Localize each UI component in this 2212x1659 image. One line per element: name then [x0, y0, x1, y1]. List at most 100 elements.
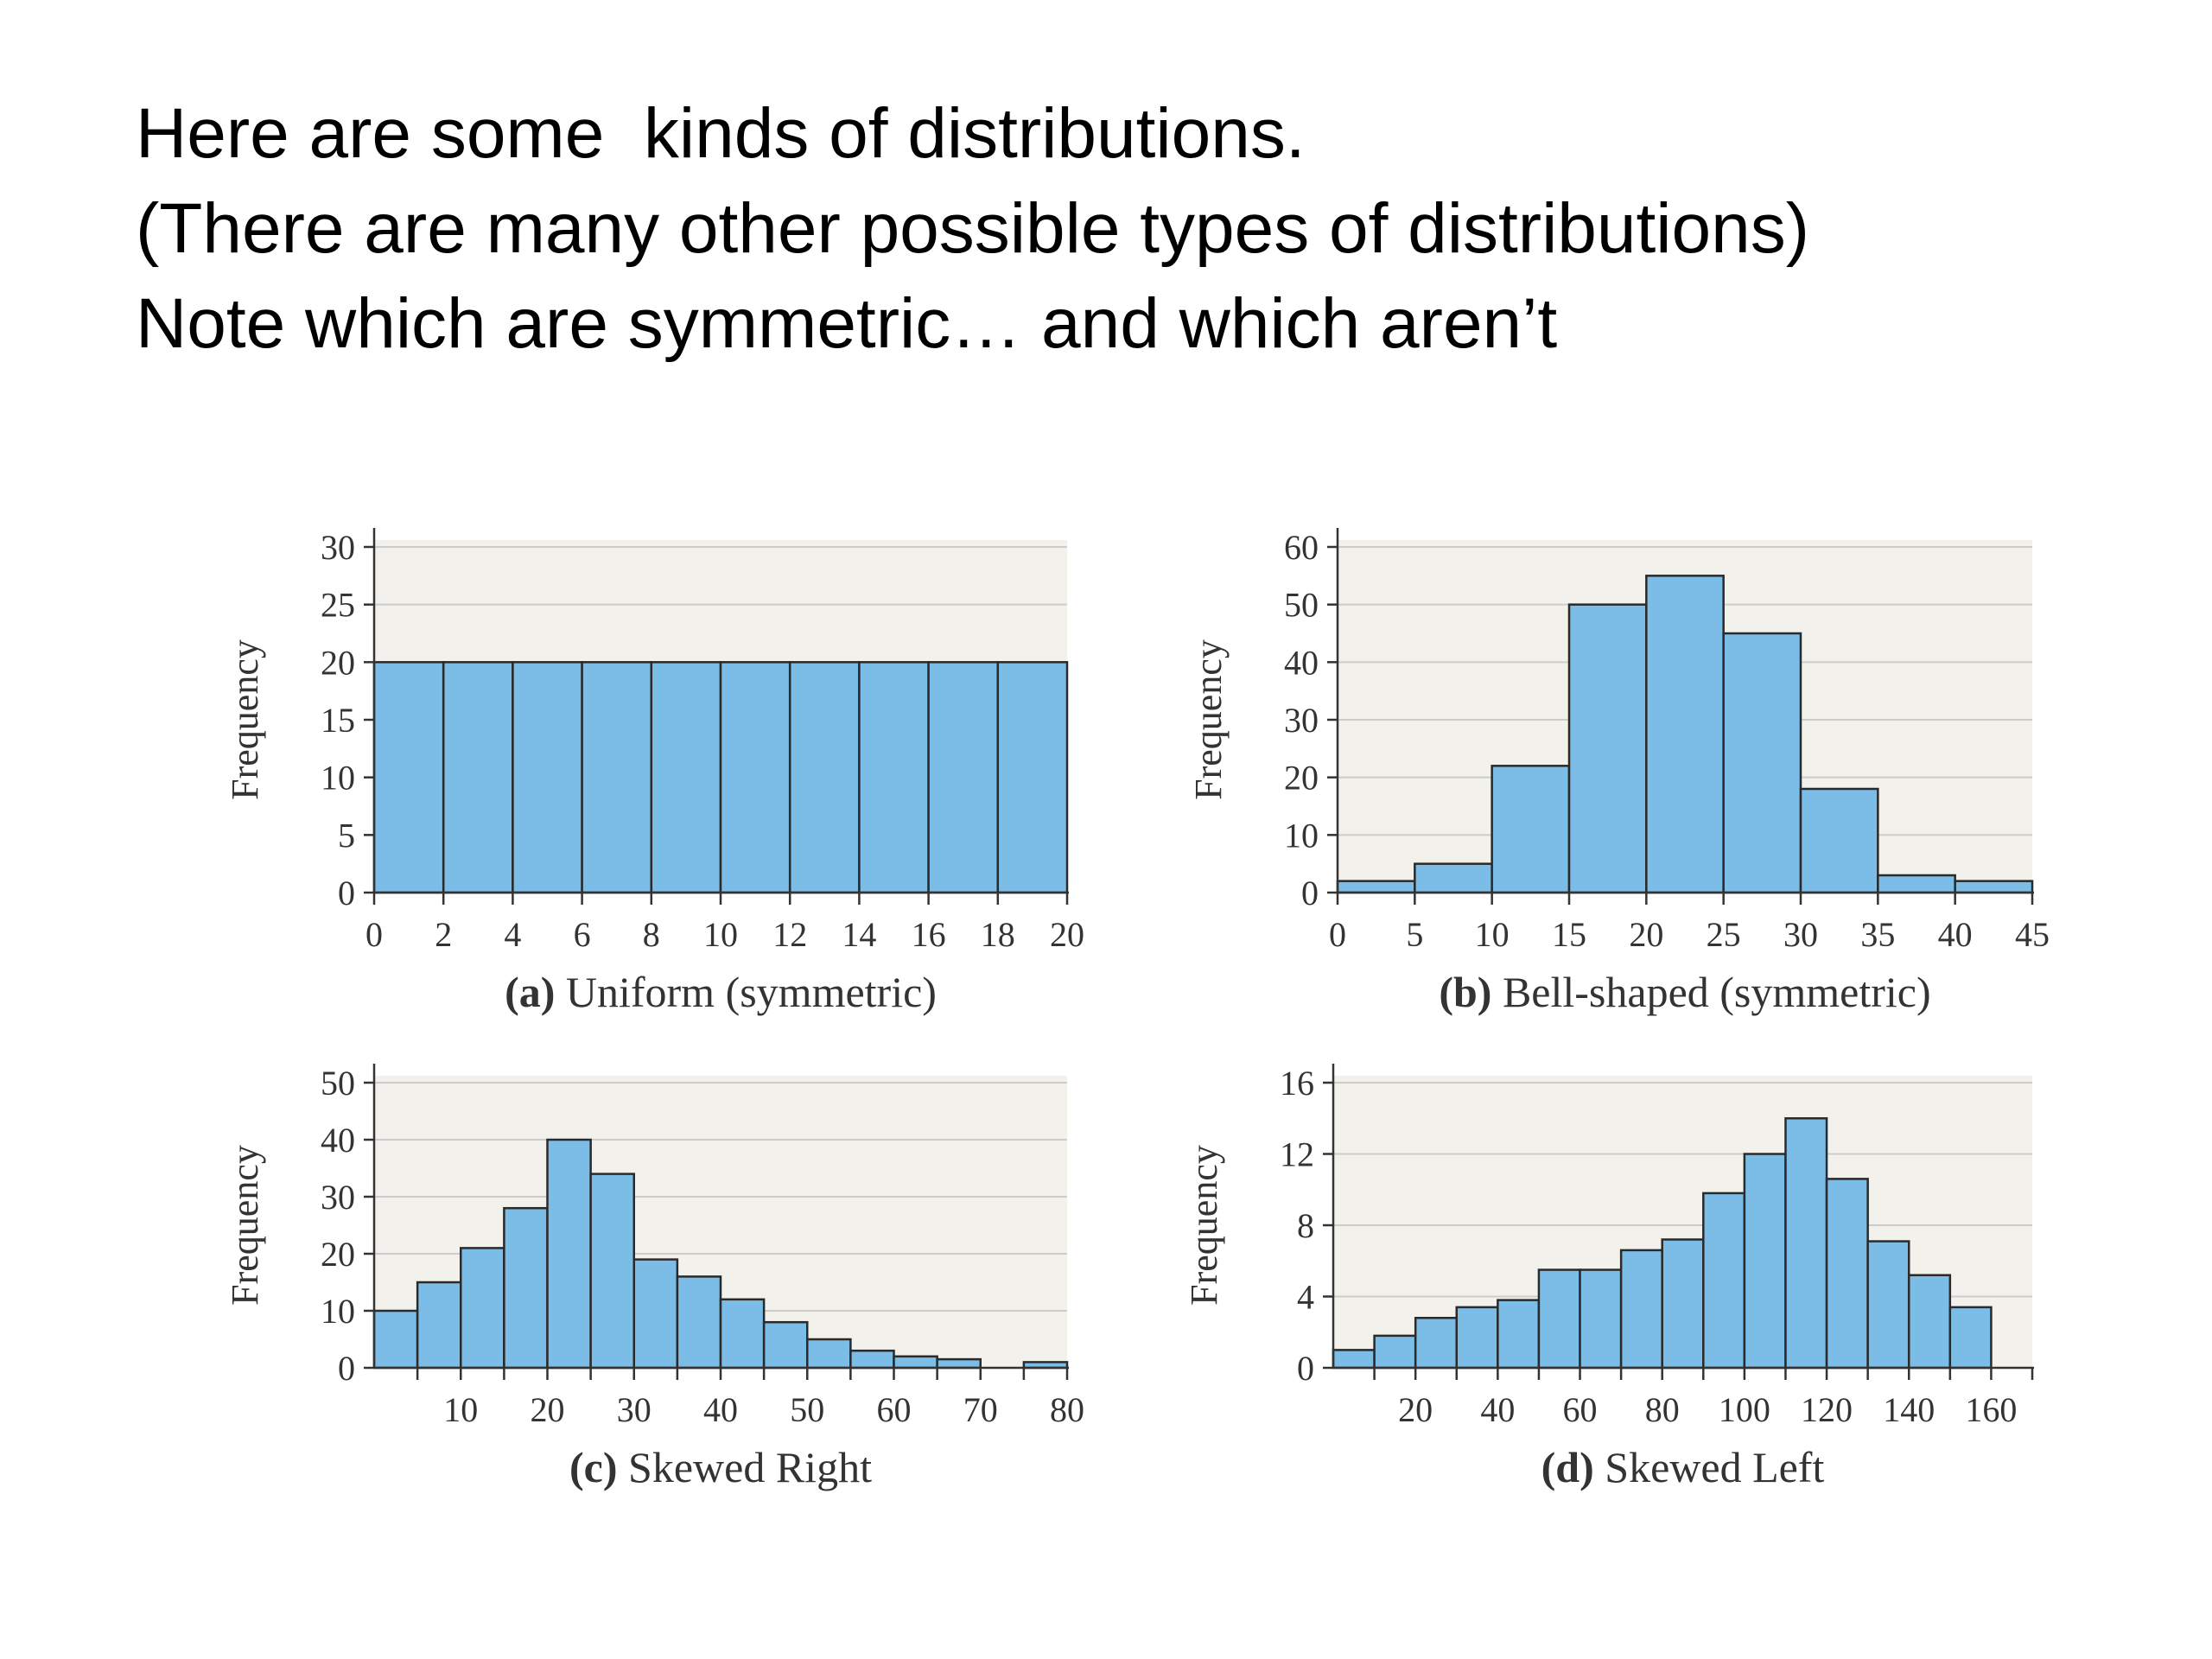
histogram-bar: [416, 1281, 462, 1370]
histogram-bar: [1954, 880, 2034, 894]
histogram-bar: [1414, 1317, 1459, 1370]
histogram-bar: [1948, 1306, 1993, 1370]
y-tick-label: 15: [321, 701, 355, 740]
histogram-bar: [1866, 1240, 1910, 1370]
x-tick-label: 16: [912, 915, 946, 954]
histogram-bar: [632, 1258, 679, 1370]
slide-title: Here are some kinds of distributions. (T…: [136, 86, 2123, 372]
histogram-bar: [936, 1357, 982, 1370]
histogram-bar: [719, 1298, 766, 1370]
histogram-panel-1: 0 5 10 15 20 25 30 0 2 4 6 8 10 12 14 16 18 20 Frequency (a…: [224, 528, 1084, 1016]
x-tick-label: 20: [1398, 1390, 1433, 1429]
histogram-bar: [788, 661, 861, 894]
caption-text: Uniform (symmetric): [555, 968, 937, 1016]
chart-caption: (b) Bell-shaped (symmetric): [1439, 968, 1930, 1016]
caption-letter: (c): [569, 1443, 618, 1491]
x-tick-label: 100: [1719, 1390, 1770, 1429]
x-tick-label: 40: [1938, 915, 1973, 954]
x-tick-label: 20: [1629, 915, 1663, 954]
y-tick-label: 30: [321, 528, 355, 567]
histogram-bar: [1661, 1238, 1705, 1370]
title-line-2: (There are many other possible types of …: [136, 189, 1810, 268]
title-line-3: Note which are symmetric… and which aren…: [136, 284, 1558, 363]
histogram-bar: [581, 661, 653, 894]
histogram-bar: [442, 661, 514, 894]
histogram-bar: [503, 1206, 549, 1370]
histogram-bar: [762, 1320, 809, 1370]
x-tick-label: 8: [643, 915, 660, 954]
x-tick-label: 12: [772, 915, 807, 954]
y-tick-label: 60: [1284, 528, 1319, 567]
x-tick-label: 40: [1480, 1390, 1515, 1429]
x-tick-label: 25: [1707, 915, 1741, 954]
y-tick-label: 10: [321, 759, 355, 798]
y-tick-label: 12: [1280, 1135, 1314, 1174]
histogram-bar: [806, 1338, 852, 1370]
x-tick-label: 0: [1329, 915, 1346, 954]
caption-text: Bell-shaped (symmetric): [1491, 968, 1930, 1016]
x-tick-label: 20: [1050, 915, 1084, 954]
x-tick-label: 0: [365, 915, 383, 954]
x-tick-label: 20: [531, 1390, 565, 1429]
histogram-bar: [1579, 1268, 1623, 1370]
histogram-bar: [1619, 1249, 1663, 1370]
histogram-bar: [589, 1173, 635, 1370]
histogram-bar: [372, 1309, 419, 1370]
title-line-1: Here are some kinds of distributions.: [136, 94, 1306, 173]
x-tick-label: 60: [877, 1390, 912, 1429]
y-tick-label: 0: [338, 1349, 355, 1388]
y-tick-label: 16: [1280, 1064, 1314, 1103]
histogram-bar: [1907, 1274, 1952, 1370]
y-tick-label: 20: [1284, 759, 1319, 798]
x-tick-label: 5: [1406, 915, 1423, 954]
x-tick-label: 45: [2015, 915, 2050, 954]
y-tick-label: 20: [321, 643, 355, 682]
y-tick-label: 50: [321, 1064, 355, 1103]
y-tick-label: 0: [1301, 874, 1319, 912]
y-tick-label: 8: [1297, 1206, 1314, 1245]
x-tick-label: 140: [1883, 1390, 1935, 1429]
histogram-bar: [1645, 575, 1725, 894]
histogram-bar: [546, 1138, 592, 1370]
histogram-bar: [1497, 1299, 1541, 1370]
caption-letter: (d): [1541, 1443, 1594, 1491]
histogram-bar: [372, 661, 445, 894]
histogram-bar: [1491, 765, 1571, 894]
x-tick-label: 15: [1552, 915, 1586, 954]
histogram-bar: [893, 1355, 938, 1370]
x-tick-label: 18: [981, 915, 1015, 954]
y-tick-label: 0: [1297, 1349, 1314, 1388]
histogram-bar: [1799, 787, 1879, 894]
caption-letter: (a): [505, 968, 555, 1016]
x-tick-label: 6: [574, 915, 591, 954]
x-tick-label: 80: [1050, 1390, 1084, 1429]
y-axis-label: Frequency: [1187, 639, 1230, 800]
histogram-bar: [1743, 1153, 1787, 1370]
x-tick-label: 30: [1783, 915, 1818, 954]
histogram-bar: [650, 661, 722, 894]
histogram-bar: [1455, 1306, 1499, 1370]
histogram-bar: [1332, 1349, 1376, 1370]
caption-letter: (b): [1439, 968, 1491, 1016]
x-tick-label: 50: [790, 1390, 824, 1429]
y-tick-label: 30: [1284, 701, 1319, 740]
y-tick-label: 20: [321, 1235, 355, 1274]
x-tick-label: 30: [617, 1390, 652, 1429]
x-tick-label: 40: [703, 1390, 738, 1429]
chart-caption: (a) Uniform (symmetric): [505, 968, 937, 1016]
y-tick-label: 30: [321, 1178, 355, 1217]
x-tick-label: 2: [435, 915, 452, 954]
x-tick-label: 10: [1475, 915, 1510, 954]
histogram-bar: [1414, 862, 1493, 894]
x-tick-label: 14: [842, 915, 876, 954]
histogram-bar: [512, 661, 583, 894]
y-tick-label: 10: [321, 1292, 355, 1331]
x-tick-label: 120: [1801, 1390, 1853, 1429]
x-tick-label: 35: [1860, 915, 1895, 954]
caption-text: Skewed Left: [1594, 1443, 1825, 1491]
caption-text: Skewed Right: [618, 1443, 873, 1491]
y-tick-label: 4: [1297, 1278, 1314, 1317]
x-tick-label: 4: [504, 915, 521, 954]
y-axis-label: Frequency: [1183, 1145, 1225, 1306]
y-tick-label: 50: [1284, 586, 1319, 625]
